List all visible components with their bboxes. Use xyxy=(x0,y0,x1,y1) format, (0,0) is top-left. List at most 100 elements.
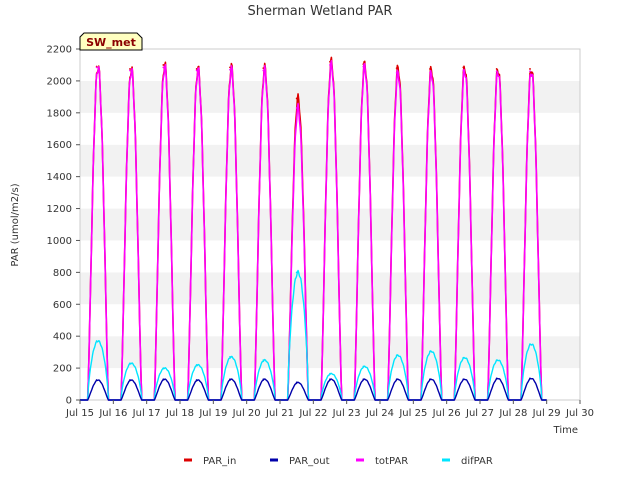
x-tick-label: Jul 15 xyxy=(65,408,94,419)
daily-peak-point-par-in xyxy=(495,68,498,70)
daily-peak-point-difpar xyxy=(162,367,165,369)
y-tick-label: 800 xyxy=(53,268,72,279)
y-tick-label: 2000 xyxy=(47,76,72,87)
daily-peak-point-totpar xyxy=(529,70,531,73)
daily-peak-point-par-out xyxy=(162,378,165,381)
x-tick-label: Jul 29 xyxy=(532,408,561,419)
y-tick-label: 1400 xyxy=(47,172,72,183)
x-tick-label: Jul 17 xyxy=(132,408,161,419)
daily-peak-point-par-out xyxy=(262,378,265,381)
daily-peak-point-par-in xyxy=(162,64,165,66)
daily-peak-point-difpar xyxy=(495,359,498,362)
daily-peak-point-par-out xyxy=(362,378,365,381)
daily-peak-point-par-out xyxy=(95,379,98,381)
daily-peak-point-totpar xyxy=(362,65,365,68)
daily-peak-point-difpar xyxy=(395,354,398,357)
daily-peak-point-difpar xyxy=(95,340,98,342)
daily-peak-point-difpar xyxy=(429,350,431,353)
y-axis-ticks: 0 200 400 600 800 1000 1200 1400 1600 1800 2000 220… xyxy=(47,45,80,407)
grid-band xyxy=(80,144,580,177)
daily-peak-point-totpar xyxy=(95,66,98,69)
daily-peak-point-par-in xyxy=(429,68,431,70)
x-tick-label: Jul 27 xyxy=(465,408,494,419)
daily-peak-point-par-out xyxy=(229,378,231,381)
x-tick-label: Jul 19 xyxy=(198,408,227,419)
x-axis-ticks: Jul 15 Jul 16 Jul 17 Jul 18 Jul 19 Jul 20 Jul … xyxy=(65,400,594,419)
daily-peak-point-par-out xyxy=(295,381,298,384)
daily-peak-point-par-out xyxy=(329,378,331,381)
daily-peak-point-totpar xyxy=(462,69,465,72)
x-tick-label: Jul 25 xyxy=(398,408,427,419)
daily-peak-point-totpar xyxy=(429,72,431,74)
daily-peak-point-par-out xyxy=(129,379,131,381)
daily-peak-point-difpar xyxy=(329,372,331,375)
daily-peak-point-difpar xyxy=(295,271,298,274)
y-tick-label: 200 xyxy=(53,364,72,375)
daily-peak-point-par-in xyxy=(195,68,198,70)
daily-peak-point-par-out xyxy=(495,377,498,380)
plot-area xyxy=(79,48,581,401)
daily-peak-point-totpar xyxy=(162,66,165,69)
chart-title: Sherman Wetland PAR xyxy=(248,4,393,19)
y-tick-label: 1200 xyxy=(47,204,72,215)
grid-band xyxy=(80,336,580,369)
legend-label-par-out: PAR_out xyxy=(289,456,330,467)
x-axis-title: Time xyxy=(553,425,578,436)
daily-peak-point-par-out xyxy=(395,378,398,381)
x-tick-label: Jul 30 xyxy=(565,408,594,419)
daily-peak-point-par-in xyxy=(462,66,465,69)
station-badge-label: SW_met xyxy=(86,36,136,49)
daily-peak-point-par-in xyxy=(395,67,398,70)
daily-peak-point-totpar xyxy=(495,70,498,73)
y-tick-label: 400 xyxy=(53,332,72,343)
grid-band xyxy=(80,272,580,305)
daily-peak-point-difpar xyxy=(529,343,531,346)
station-badge: SW_met xyxy=(79,32,143,51)
y-tick-label: 1000 xyxy=(47,236,72,247)
daily-peak-point-par-out xyxy=(429,378,431,381)
x-tick-label: Jul 23 xyxy=(332,408,361,419)
grid-band xyxy=(80,240,580,273)
legend-label-totpar: totPAR xyxy=(375,456,408,467)
y-tick-label: 2200 xyxy=(47,45,72,56)
station-badge-shape xyxy=(79,32,143,51)
grid-band xyxy=(80,176,580,209)
daily-peak-point-par-in xyxy=(295,97,298,100)
daily-peak-point-totpar xyxy=(229,68,231,71)
y-tick-label: 0 xyxy=(66,396,72,407)
daily-peak-point-totpar xyxy=(295,107,298,109)
grid-band xyxy=(80,304,580,337)
daily-peak-point-par-out xyxy=(529,377,531,380)
x-tick-label: Jul 26 xyxy=(432,408,461,419)
daily-peak-point-par-out xyxy=(195,379,198,381)
legend-label-par-in: PAR_in xyxy=(203,456,236,467)
y-tick-label: 1800 xyxy=(47,108,72,119)
daily-peak-point-difpar xyxy=(262,359,265,362)
daily-peak-point-totpar xyxy=(129,69,131,72)
daily-peak-point-difpar xyxy=(229,356,231,358)
x-tick-label: Jul 20 xyxy=(232,408,261,419)
daily-peak-point-totpar xyxy=(395,72,398,74)
daily-peak-point-par-out xyxy=(462,378,465,381)
daily-peak-point-difpar xyxy=(195,364,198,366)
daily-peak-point-par-in xyxy=(529,68,531,70)
x-tick-label: Jul 18 xyxy=(165,408,194,419)
daily-peak-point-totpar xyxy=(329,64,331,66)
daily-peak-point-difpar xyxy=(462,356,465,359)
daily-peak-point-par-in xyxy=(129,68,131,70)
grid-band xyxy=(80,208,580,241)
grid-bands xyxy=(80,49,580,400)
daily-peak-point-difpar xyxy=(129,362,131,365)
daily-peak-point-difpar xyxy=(362,365,365,368)
y-axis-title: PAR (umol/m2/s) xyxy=(10,183,21,266)
legend-label-difpar: difPAR xyxy=(461,456,493,467)
x-tick-label: Jul 24 xyxy=(365,408,394,419)
grid-band xyxy=(80,112,580,145)
y-tick-label: 600 xyxy=(53,300,72,311)
daily-peak-point-totpar xyxy=(262,69,265,72)
x-tick-label: Jul 22 xyxy=(298,408,327,419)
y-tick-label: 1600 xyxy=(47,140,72,151)
x-tick-label: Jul 21 xyxy=(265,408,294,419)
x-tick-label: Jul 16 xyxy=(98,408,127,419)
